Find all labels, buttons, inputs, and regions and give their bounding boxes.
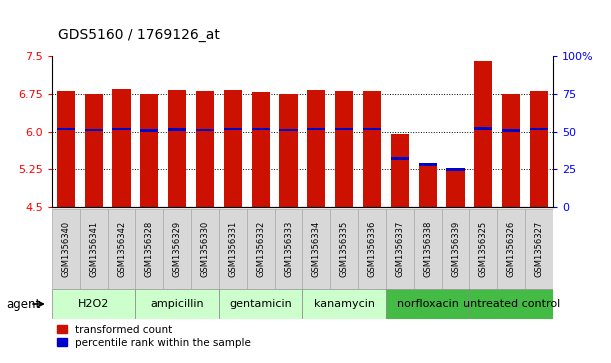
Text: gentamicin: gentamicin	[229, 299, 292, 309]
Bar	[141, 94, 158, 207]
Bar	[530, 128, 548, 130]
Bar	[168, 90, 186, 207]
Bar	[474, 61, 492, 207]
Text: GSM1356338: GSM1356338	[423, 220, 432, 277]
Bar	[469, 209, 497, 289]
Text: GSM1356336: GSM1356336	[368, 220, 376, 277]
Bar	[252, 93, 269, 207]
Text: GSM1356327: GSM1356327	[535, 221, 544, 277]
Text: GSM1356329: GSM1356329	[173, 221, 181, 277]
Bar	[442, 209, 469, 289]
Text: GSM1356337: GSM1356337	[395, 220, 404, 277]
Bar	[52, 209, 80, 289]
Bar	[141, 129, 158, 132]
Text: norfloxacin: norfloxacin	[397, 299, 459, 309]
Bar	[525, 209, 553, 289]
Text: GDS5160 / 1769126_at: GDS5160 / 1769126_at	[58, 28, 220, 42]
Bar	[502, 129, 520, 132]
Bar	[112, 89, 131, 207]
Bar	[447, 171, 464, 207]
Text: H2O2: H2O2	[78, 299, 109, 309]
Bar	[136, 209, 163, 289]
Bar	[219, 289, 302, 319]
Text: GSM1356328: GSM1356328	[145, 221, 154, 277]
Bar	[252, 128, 269, 130]
Text: ampicillin: ampicillin	[150, 299, 204, 309]
Text: GSM1356330: GSM1356330	[200, 221, 210, 277]
Bar	[279, 94, 298, 207]
Text: GSM1356325: GSM1356325	[479, 221, 488, 277]
Bar	[307, 90, 326, 207]
Text: untreated control: untreated control	[463, 299, 560, 309]
Text: agent: agent	[6, 298, 40, 310]
Bar	[302, 209, 331, 289]
Text: GSM1356340: GSM1356340	[61, 221, 70, 277]
Bar	[474, 127, 492, 130]
Bar	[191, 209, 219, 289]
Bar	[391, 157, 409, 160]
Bar	[502, 94, 520, 207]
Bar	[112, 128, 131, 130]
Bar	[274, 209, 302, 289]
Bar	[419, 163, 437, 166]
Text: GSM1356331: GSM1356331	[229, 221, 237, 277]
Bar	[108, 209, 136, 289]
Bar	[224, 90, 242, 207]
Bar	[85, 94, 103, 207]
Bar	[335, 91, 353, 207]
Text: GSM1356341: GSM1356341	[89, 221, 98, 277]
Bar	[386, 209, 414, 289]
Bar	[363, 91, 381, 207]
Text: GSM1356332: GSM1356332	[256, 221, 265, 277]
Bar	[196, 129, 214, 131]
Text: GSM1356339: GSM1356339	[451, 221, 460, 277]
Bar	[219, 209, 247, 289]
Bar	[57, 128, 75, 130]
Bar	[80, 209, 108, 289]
Bar	[419, 163, 437, 207]
Bar	[497, 209, 525, 289]
Bar	[163, 209, 191, 289]
Bar	[136, 289, 219, 319]
Bar	[469, 289, 553, 319]
Bar	[57, 91, 75, 207]
Bar	[224, 128, 242, 130]
Bar	[302, 289, 386, 319]
Text: GSM1356342: GSM1356342	[117, 221, 126, 277]
Bar	[358, 209, 386, 289]
Bar	[168, 128, 186, 131]
Legend: transformed count, percentile rank within the sample: transformed count, percentile rank withi…	[57, 325, 251, 348]
Bar	[307, 128, 326, 130]
Text: GSM1356335: GSM1356335	[340, 221, 349, 277]
Bar	[279, 129, 298, 131]
Bar	[391, 134, 409, 207]
Bar	[247, 209, 274, 289]
Bar	[414, 209, 442, 289]
Text: GSM1356334: GSM1356334	[312, 221, 321, 277]
Bar	[530, 91, 548, 207]
Text: kanamycin: kanamycin	[313, 299, 375, 309]
Bar	[331, 209, 358, 289]
Text: GSM1356326: GSM1356326	[507, 221, 516, 277]
Bar	[386, 289, 469, 319]
Bar	[196, 91, 214, 207]
Bar	[335, 128, 353, 130]
Bar	[52, 289, 136, 319]
Text: GSM1356333: GSM1356333	[284, 220, 293, 277]
Bar	[447, 168, 464, 171]
Bar	[363, 128, 381, 130]
Bar	[85, 129, 103, 131]
